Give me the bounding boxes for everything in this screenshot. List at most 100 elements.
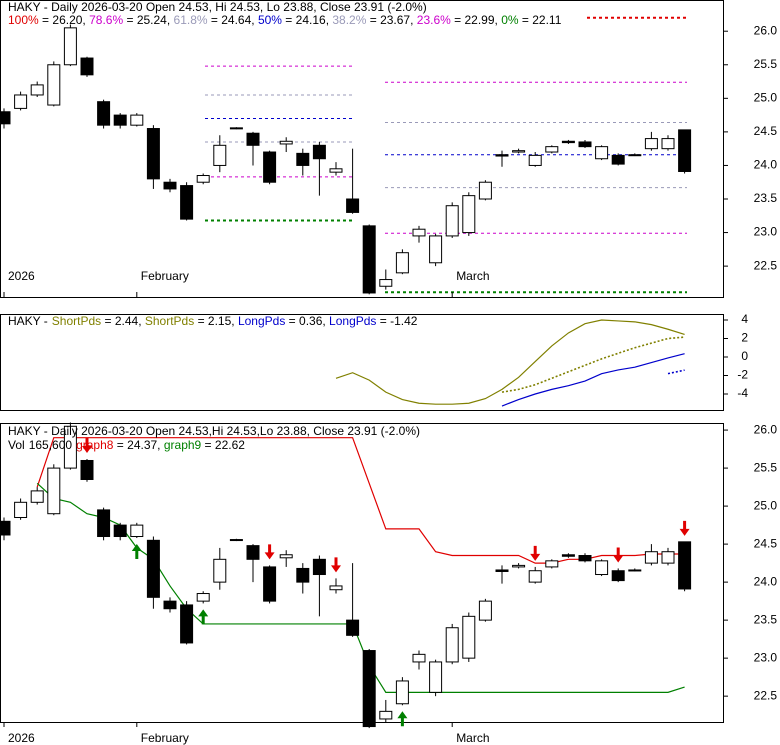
candle-body [462, 615, 476, 659]
candle-body [561, 554, 575, 557]
series-line [501, 336, 685, 393]
candle-body [379, 279, 393, 287]
candle-body [445, 205, 459, 237]
legend-item: 23.6% [417, 13, 451, 27]
y-tick-label: 23.0 [754, 225, 778, 239]
candle-body [229, 127, 243, 130]
candle-body [97, 509, 111, 538]
candle-body [97, 101, 111, 126]
legend-item: = [113, 438, 127, 452]
x-tick-label: 2026 [8, 731, 35, 745]
legend-item: , [167, 13, 174, 27]
legend: 100% = 26.20, 78.6% = 25.24, 61.8% = 24.… [8, 13, 562, 27]
signal-panel [0, 423, 724, 723]
candle-body [130, 114, 144, 126]
candle-body [213, 558, 227, 583]
candle-body [312, 558, 326, 576]
candle-body [611, 570, 625, 582]
legend: Vol 165,600 graph8 = 24.37, graph9 = 22.62 [8, 438, 245, 452]
y-tick-label: 23.5 [754, 191, 778, 205]
legend-item: LongPds [329, 314, 376, 328]
legend: HAKY - Daily 2026-03-20 Open 24.53,Hi 24… [8, 424, 420, 438]
series-line [36, 482, 685, 693]
legend-item: = [39, 13, 53, 27]
legend-item: HAKY - Daily 2026-03-20 Open 24.53, Hi 2… [8, 0, 427, 14]
y-tick-label: 25.0 [754, 90, 778, 104]
y-tick-label: 2 [741, 331, 748, 345]
legend-item: = [194, 314, 208, 328]
candle-body [113, 114, 127, 126]
candle-body [196, 593, 210, 602]
candle-body [346, 619, 360, 636]
legend-item: 24.16 [296, 13, 326, 27]
candle-body [528, 154, 542, 166]
buy-arrow [131, 544, 142, 560]
legend-item: graph8 [76, 438, 114, 452]
candle-body [130, 524, 144, 538]
candle-body [478, 600, 492, 621]
buy-arrow [397, 711, 408, 727]
candle-body [229, 539, 243, 542]
legend-item: graph9 [164, 438, 202, 452]
legend-item: 78.6% [89, 13, 123, 27]
y-tick-label: 25.5 [754, 57, 778, 71]
legend-item: = [101, 314, 115, 328]
y-tick-label: 22.5 [754, 258, 778, 272]
candle-body [14, 94, 28, 109]
legend-item: = [123, 13, 137, 27]
candle-body [395, 252, 409, 274]
candle-body [296, 567, 310, 583]
candle-body [462, 195, 476, 234]
candle-body [545, 146, 559, 153]
y-tick-label: 23.5 [754, 612, 778, 626]
legend-item: = [366, 13, 380, 27]
candle-body [528, 570, 542, 583]
candle-body [0, 520, 11, 536]
legend-item: 24.64 [221, 13, 251, 27]
candle-body [246, 545, 260, 560]
sell-arrow [264, 544, 275, 560]
candle-body [80, 459, 94, 480]
legend-item: LongPds [238, 314, 285, 328]
x-tick-label: February [141, 731, 189, 745]
candle-body [512, 150, 526, 153]
legend-item: 22.62 [215, 438, 245, 452]
candle-body [180, 604, 194, 644]
y-tick-label: 25.5 [754, 460, 778, 474]
series-line [667, 369, 685, 375]
candle-body [246, 132, 260, 146]
legend: HAKY - ShortPds = 2.44, ShortPds = 2.15, … [8, 314, 418, 328]
legend-item: , [251, 13, 258, 27]
legend-item: 24.37 [127, 438, 157, 452]
sell-arrow [331, 557, 341, 573]
legend-item: = [519, 13, 533, 27]
legend-item: 2.44 [115, 314, 139, 328]
legend-item: 22.99 [465, 13, 495, 27]
legend-item: = [208, 13, 222, 27]
legend-item: = [285, 314, 299, 328]
legend-item: , [322, 314, 329, 328]
candle-body [14, 501, 28, 519]
y-tick-label: 22.5 [754, 688, 778, 702]
y-tick-label: 26.0 [754, 23, 778, 37]
legend-item: , [82, 13, 89, 27]
candle-body [628, 154, 642, 157]
y-tick-label: -2 [737, 368, 748, 382]
candle-body [213, 144, 227, 166]
legend-item: = [376, 314, 390, 328]
candle-body [0, 111, 11, 125]
candle-body [113, 524, 127, 538]
y-tick-label: 0 [741, 349, 748, 363]
legend-item: 25.24 [137, 13, 167, 27]
sell-arrow [679, 520, 690, 536]
candle-body [63, 27, 77, 66]
candle-body [362, 650, 376, 728]
y-tick-label: 4 [741, 312, 748, 326]
x-tick-label: February [141, 269, 189, 283]
candle-body [495, 569, 509, 572]
series-line [501, 353, 685, 407]
candle-body [146, 539, 160, 598]
candle-body [644, 551, 658, 564]
series-line [335, 319, 685, 405]
